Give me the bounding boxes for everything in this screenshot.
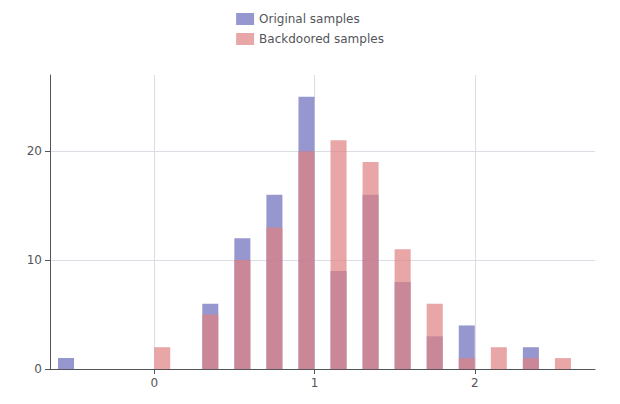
svg-text:10: 10 [27, 253, 42, 267]
svg-text:2: 2 [471, 376, 479, 390]
svg-text:0: 0 [34, 362, 42, 376]
svg-text:20: 20 [27, 144, 42, 158]
svg-text:Backdoored samples: Backdoored samples [259, 32, 384, 46]
svg-text:Original samples: Original samples [259, 12, 360, 26]
svg-text:1: 1 [311, 376, 319, 390]
svg-text:0: 0 [150, 376, 158, 390]
